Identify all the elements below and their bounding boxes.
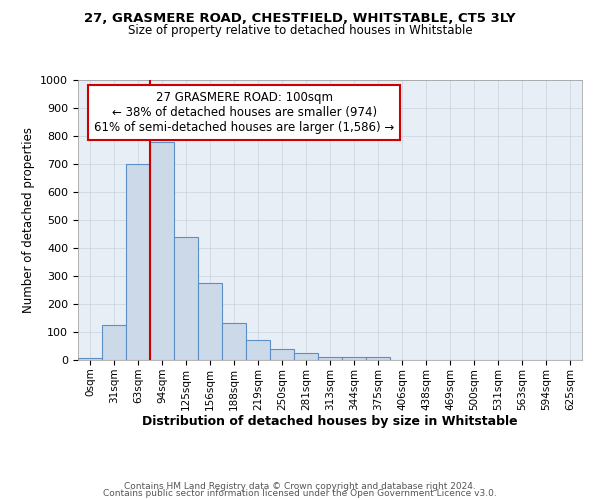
Bar [198, 283, 222, 360]
Y-axis label: Number of detached properties: Number of detached properties [22, 127, 35, 313]
Bar [150, 142, 174, 360]
Bar [270, 350, 294, 360]
Text: 27 GRASMERE ROAD: 100sqm
← 38% of detached houses are smaller (974)
61% of semi-: 27 GRASMERE ROAD: 100sqm ← 38% of detach… [94, 91, 394, 134]
Bar [174, 237, 198, 360]
Bar [126, 164, 150, 360]
Bar [222, 323, 246, 360]
Bar [102, 325, 126, 360]
Text: 27, GRASMERE ROAD, CHESTFIELD, WHITSTABLE, CT5 3LY: 27, GRASMERE ROAD, CHESTFIELD, WHITSTABL… [84, 12, 516, 26]
Bar [294, 353, 318, 360]
Bar [366, 357, 390, 360]
Text: Contains HM Land Registry data © Crown copyright and database right 2024.: Contains HM Land Registry data © Crown c… [124, 482, 476, 491]
Bar [78, 358, 102, 360]
Bar [246, 340, 270, 360]
Text: Contains public sector information licensed under the Open Government Licence v3: Contains public sector information licen… [103, 489, 497, 498]
X-axis label: Distribution of detached houses by size in Whitstable: Distribution of detached houses by size … [142, 416, 518, 428]
Text: Size of property relative to detached houses in Whitstable: Size of property relative to detached ho… [128, 24, 472, 37]
Bar [342, 356, 366, 360]
Bar [318, 357, 342, 360]
